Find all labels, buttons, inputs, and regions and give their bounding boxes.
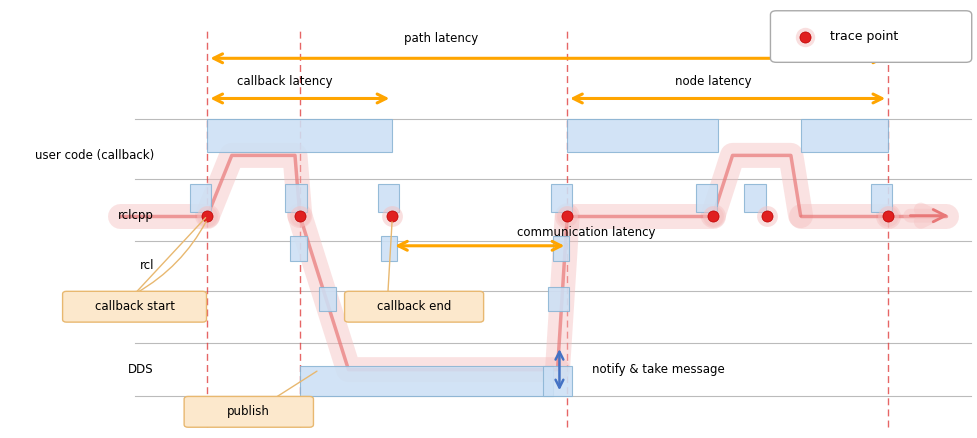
Bar [300, 366, 553, 396]
Bar [568, 119, 718, 152]
Bar [551, 184, 573, 212]
Bar [207, 119, 392, 152]
Text: callback end: callback end [377, 300, 451, 313]
FancyBboxPatch shape [345, 291, 484, 322]
Text: callback start: callback start [95, 300, 175, 313]
FancyBboxPatch shape [184, 396, 314, 427]
Bar [381, 236, 397, 261]
Text: publish: publish [228, 405, 271, 418]
Text: DDS: DDS [128, 363, 154, 376]
Bar [285, 184, 307, 212]
Bar [190, 184, 211, 212]
Bar [800, 119, 888, 152]
Text: path latency: path latency [404, 32, 478, 45]
Bar [319, 287, 336, 311]
Text: notify & take message: notify & take message [591, 363, 724, 376]
FancyBboxPatch shape [771, 11, 972, 62]
Text: rclcpp: rclcpp [118, 209, 154, 222]
Bar [744, 184, 766, 212]
Bar [548, 287, 570, 311]
Text: trace point: trace point [829, 30, 898, 43]
Bar [290, 236, 307, 261]
Text: rmw: rmw [128, 310, 154, 323]
Text: communication latency: communication latency [518, 226, 656, 239]
Bar [543, 366, 573, 396]
Bar [871, 184, 892, 212]
Text: rcl: rcl [140, 259, 154, 272]
Text: user code (callback): user code (callback) [35, 149, 154, 162]
Text: callback latency: callback latency [237, 75, 333, 88]
FancyBboxPatch shape [63, 291, 206, 322]
Bar [378, 184, 399, 212]
Bar [553, 236, 570, 261]
Bar [696, 184, 717, 212]
Text: node latency: node latency [675, 75, 751, 88]
